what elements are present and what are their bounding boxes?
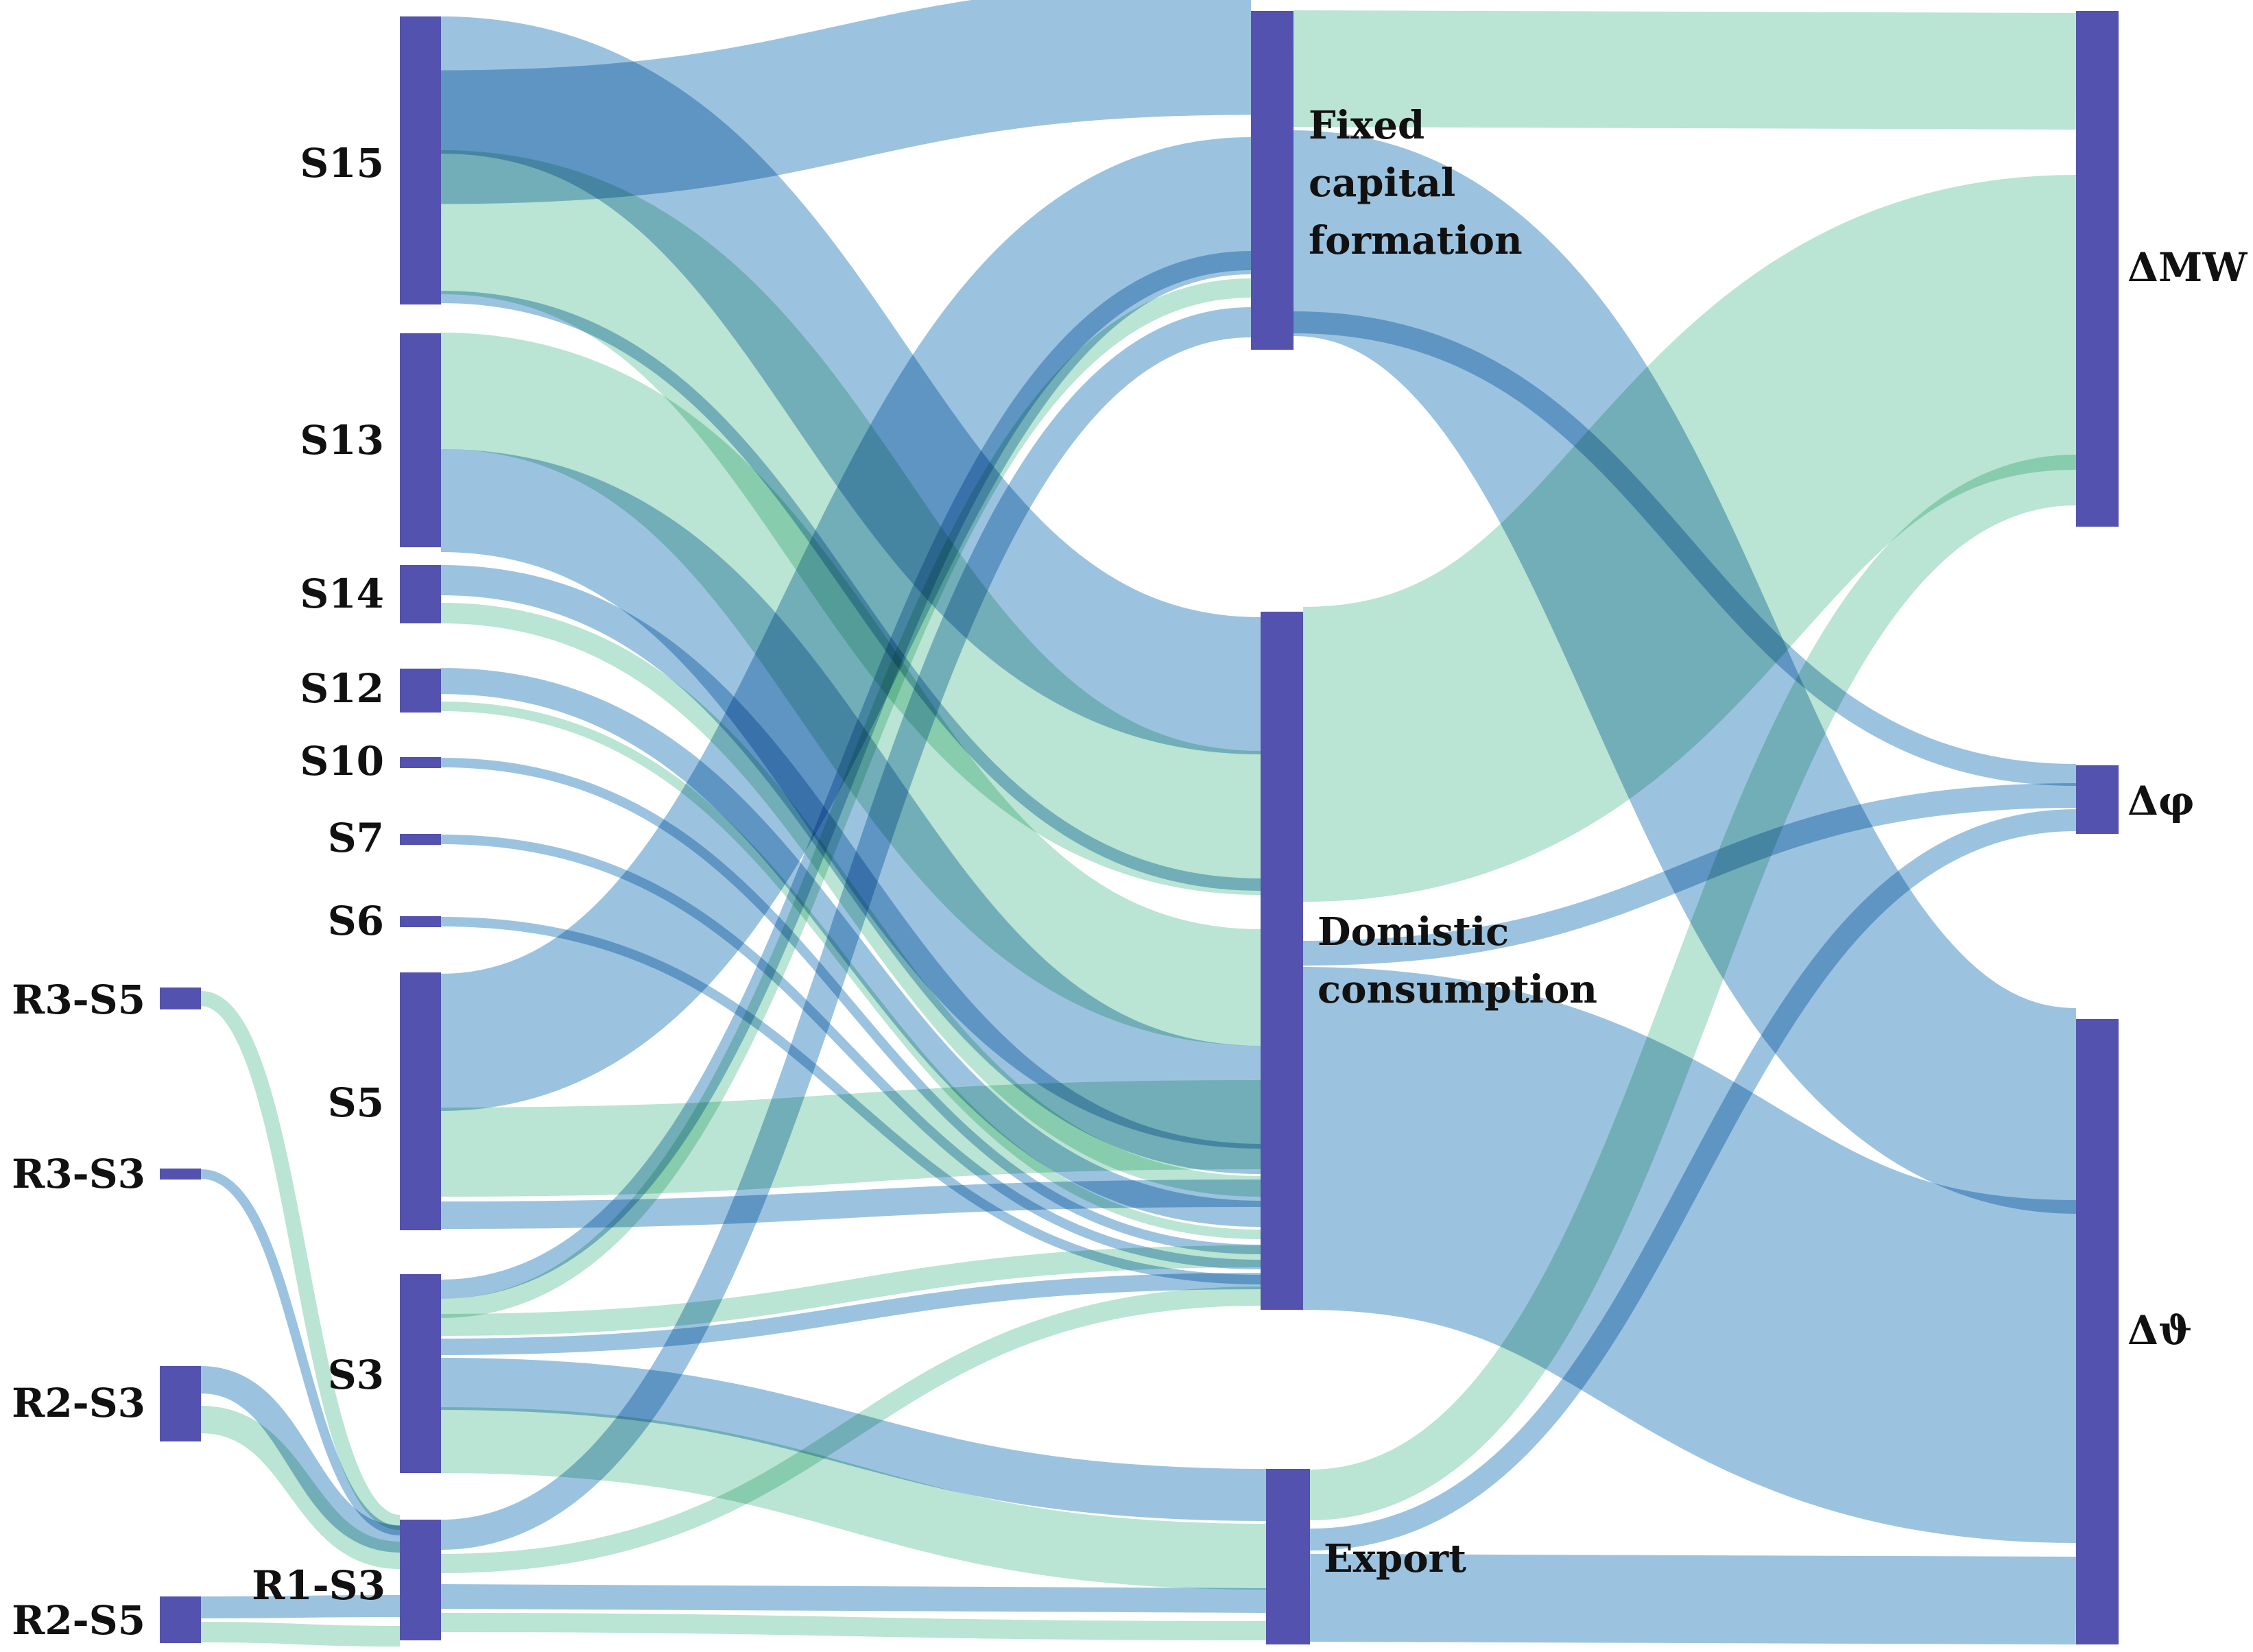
flow-R1S3-EX-g [440, 1613, 1267, 1640]
flow-EX-MW-g [1309, 455, 2077, 1520]
flow-S7-DC-b [440, 835, 1261, 1269]
flow-S5-FCF-b [439, 137, 1253, 1111]
node-r2-s5 [160, 1596, 201, 1643]
node-s5 [400, 972, 441, 1230]
label-R3-S3: R3-S3 [12, 1151, 145, 1197]
node-r1-s3 [400, 1520, 441, 1640]
label-R2-S3: R2-S3 [12, 1380, 145, 1426]
flow-S3-DC-b [440, 1273, 1261, 1355]
node-labels: S15 S13 S14 S12 S10 S7 S6 S5 S3 R1-S3 R3… [12, 103, 2248, 1644]
label-R2-S5: R2-S5 [12, 1597, 145, 1644]
label-delta-theta: Δϑ [2127, 1307, 2192, 1354]
label-S10: S10 [300, 738, 384, 785]
flow-S3-DC-g [440, 1245, 1261, 1336]
label-domestic-consumption-line2: consumption [1318, 967, 1597, 1012]
label-fixed-capital-formation-line1: Fixed [1309, 103, 1424, 148]
label-export: Export [1324, 1536, 1466, 1581]
label-fixed-capital-formation-line3: formation [1309, 218, 1523, 263]
flow-S10-DC-b [440, 758, 1261, 1254]
node-s6 [400, 916, 441, 927]
node-theta [2076, 1019, 2119, 1644]
flow-R2S5-R1S3-g [200, 1622, 401, 1647]
node-s10 [400, 757, 441, 768]
node-r3-s5 [160, 987, 201, 1009]
label-domestic-consumption-line1: Domistic [1318, 909, 1509, 955]
node-fcf [1251, 11, 1294, 350]
label-S13: S13 [300, 417, 384, 464]
flow-R2S3-R1S3-b [200, 1366, 401, 1553]
flow-R1S3-EX-b [440, 1584, 1267, 1613]
flow-R2S5-R1S3-b [200, 1595, 401, 1618]
flow-links [200, 0, 2080, 1647]
label-delta-mw: ΔMW [2127, 244, 2248, 291]
flow-nodes [160, 11, 2119, 1644]
node-s3 [400, 1274, 441, 1473]
flow-DC-MW-g [1300, 175, 2079, 902]
flow-R1S3-DC-g [440, 1286, 1261, 1573]
node-mw [2076, 11, 2119, 527]
label-R1-S3: R1-S3 [252, 1562, 385, 1609]
flow-R2S3-R1S3-g [200, 1406, 401, 1569]
flow-EX-PHI-b [1309, 809, 2077, 1551]
node-s7 [400, 834, 441, 845]
node-r3-s3 [160, 1169, 201, 1180]
flow-DC-THETA-b [1301, 967, 2078, 1543]
label-fixed-capital-formation-line2: capital [1309, 160, 1455, 206]
flow-S3-FCF-g [440, 278, 1252, 1318]
flow-R3S3-R1S3 [200, 1169, 401, 1535]
flow-S5-DC-g [440, 1080, 1261, 1197]
node-ex [1266, 1469, 1310, 1644]
node-s15 [400, 16, 441, 304]
node-s13 [400, 333, 441, 547]
label-S6: S6 [328, 898, 384, 944]
flow-R3S5-R1S3 [200, 991, 401, 1530]
node-s12 [400, 669, 441, 713]
flow-S15-DC-b [440, 16, 1262, 754]
label-delta-phi: Δφ [2127, 778, 2194, 824]
node-s14 [400, 565, 441, 623]
node-dc [1261, 612, 1303, 1310]
node-phi [2076, 765, 2119, 834]
label-S3: S3 [328, 1352, 384, 1398]
flow-R1S3-FCF-b [440, 307, 1252, 1550]
label-S5: S5 [328, 1079, 384, 1126]
label-S15: S15 [300, 140, 384, 187]
label-S14: S14 [300, 571, 384, 617]
label-S12: S12 [300, 665, 384, 712]
flow-DC-PHI-b [1302, 783, 2077, 966]
label-S7: S7 [328, 815, 384, 861]
flow-EX-THETA-b [1309, 1554, 2077, 1644]
flow-FCF-MW-g [1293, 10, 2077, 130]
label-R3-S5: R3-S5 [12, 977, 145, 1023]
node-r2-s3 [160, 1366, 201, 1441]
